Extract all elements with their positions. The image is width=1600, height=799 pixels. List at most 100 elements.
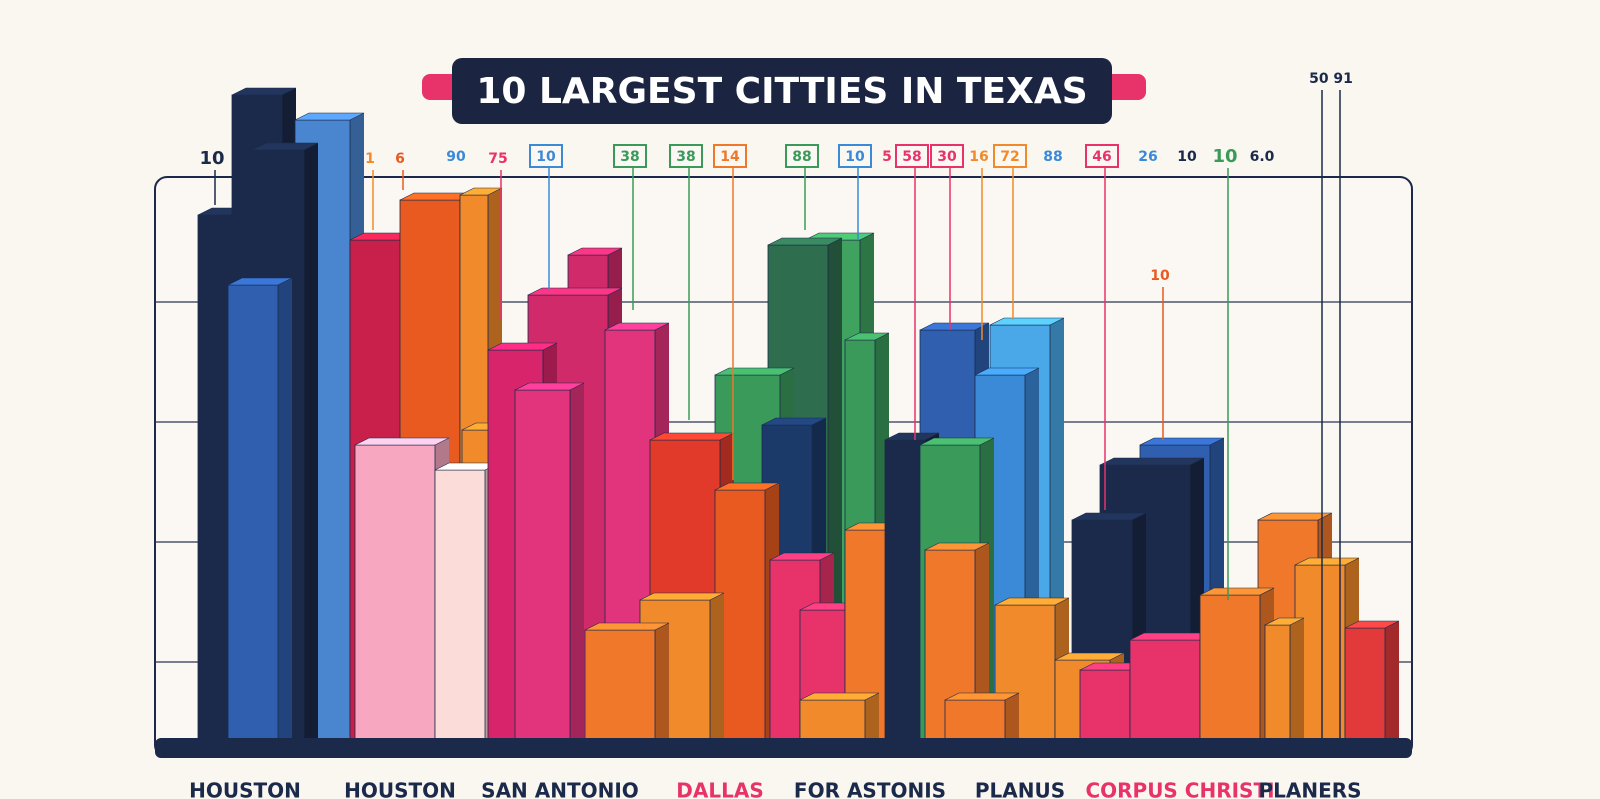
bar-top <box>714 367 795 376</box>
city-label: HOUSTON <box>189 779 301 799</box>
callout-box <box>529 144 563 168</box>
bar-top <box>769 552 835 561</box>
bar-top <box>919 322 990 331</box>
callout-box <box>669 144 703 168</box>
callout-label: 10 <box>1177 149 1197 165</box>
callout-label: 88 <box>792 149 811 165</box>
callout-label: 38 <box>620 149 639 165</box>
chart-title: 10 LARGEST CITTIES IN TEXAS <box>476 71 1087 112</box>
bar-top <box>944 692 1020 701</box>
callout-box <box>613 144 647 168</box>
callout-box <box>838 144 872 168</box>
bar <box>584 629 656 741</box>
callout-box <box>930 144 964 168</box>
callout-label: 75 <box>488 151 507 167</box>
callout-label: 46 <box>1092 149 1111 165</box>
bar-top <box>231 87 297 96</box>
callout-label: 10 <box>845 149 865 165</box>
bar-side <box>278 278 292 740</box>
bar <box>354 444 436 741</box>
callout-label: 90 <box>446 149 466 165</box>
bar <box>227 284 279 741</box>
baseline <box>155 738 1412 758</box>
bar-top <box>989 317 1065 326</box>
callout-box <box>895 144 929 168</box>
bar-top <box>604 322 670 331</box>
bar-top <box>761 417 827 426</box>
callout-label: 1 <box>365 151 375 167</box>
callout-label: 14 <box>720 149 740 165</box>
callout-label: 26 <box>1138 149 1157 165</box>
callout-label: 6.0 <box>1250 149 1275 165</box>
bar-side <box>1290 618 1304 740</box>
bar-top <box>1071 512 1147 521</box>
bar-top <box>487 342 558 351</box>
callout-label: 6 <box>395 151 405 167</box>
bar-side <box>570 383 584 740</box>
city-label: FOR ASTONIS <box>794 779 946 799</box>
bar <box>884 439 926 741</box>
bar-side <box>975 543 989 740</box>
callout-box <box>785 144 819 168</box>
callout-box <box>993 144 1027 168</box>
bar <box>434 469 486 741</box>
bar-top <box>1139 437 1225 446</box>
bar-top <box>227 277 293 286</box>
bar-side <box>865 693 879 740</box>
bar <box>1129 639 1201 741</box>
callouts: 10 1 6 90 75 10 38 38 14 88 10 5 58 30 16 72 88 46 26 10 10 6… <box>199 71 1353 600</box>
bar <box>197 214 234 741</box>
bar-top <box>527 287 623 296</box>
bar <box>1079 669 1131 741</box>
bar-top <box>354 437 450 446</box>
bar-top <box>974 367 1040 376</box>
callout-label: 88 <box>1043 149 1062 165</box>
bar-top <box>1099 457 1205 466</box>
bars <box>197 87 1400 741</box>
bar-top <box>584 622 670 631</box>
callout-label: 10 <box>536 149 556 165</box>
city-label: PLANERS <box>1258 779 1361 799</box>
callout-label: 72 <box>1000 149 1019 165</box>
callout-label: 16 <box>969 149 988 165</box>
bar-top <box>799 692 880 701</box>
bar-side <box>710 593 724 740</box>
bar-top <box>1054 652 1125 661</box>
callout-label: 58 <box>902 149 921 165</box>
bar-side <box>1005 693 1019 740</box>
title-banner <box>452 58 1112 124</box>
bar-top <box>1264 617 1305 626</box>
city-labels: HOUSTON HOUSTON SAN ANTONIO DALLAS FOR ASTON… <box>189 779 1361 799</box>
bar-side <box>1385 621 1399 740</box>
callout-label: 38 <box>676 149 695 165</box>
bar-top <box>714 482 780 491</box>
bar-top <box>1199 587 1275 596</box>
bar-top <box>994 597 1070 606</box>
bar-top <box>1257 512 1333 521</box>
bar-top <box>767 237 843 246</box>
bar-top <box>649 432 735 441</box>
bar-top <box>844 332 890 341</box>
callout-label: 5 <box>882 149 892 165</box>
city-label: CORPUS CHRISTI <box>1085 779 1274 799</box>
bar-top <box>514 382 585 391</box>
bar <box>1264 624 1291 741</box>
bar-top <box>639 592 725 601</box>
callout-label: 50 91 <box>1309 71 1353 87</box>
bar-top <box>884 432 940 441</box>
bar-top <box>251 142 319 151</box>
bar-side <box>655 623 669 740</box>
callout-box <box>713 144 747 168</box>
bar-top <box>459 187 503 196</box>
bar-top <box>1294 557 1360 566</box>
city-label: DALLAS <box>676 779 763 799</box>
bar <box>799 699 866 741</box>
bar-side <box>304 143 318 740</box>
bar-top <box>924 542 990 551</box>
bar <box>1199 594 1261 741</box>
callout-label: 30 <box>937 149 957 165</box>
bar <box>944 699 1006 741</box>
callout-label: 10 <box>1212 146 1237 167</box>
